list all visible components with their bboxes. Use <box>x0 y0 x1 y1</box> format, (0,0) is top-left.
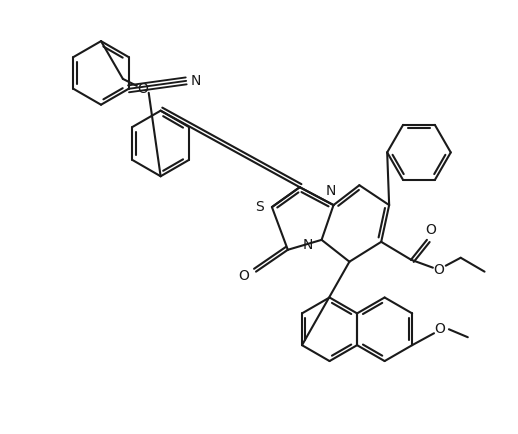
Text: O: O <box>239 269 250 283</box>
Text: N: N <box>325 184 336 198</box>
Text: O: O <box>425 223 436 237</box>
Text: S: S <box>255 200 264 214</box>
Text: N: N <box>303 238 313 252</box>
Text: O: O <box>434 263 444 276</box>
Text: O: O <box>435 322 445 336</box>
Text: N: N <box>191 74 202 88</box>
Text: O: O <box>137 82 148 96</box>
